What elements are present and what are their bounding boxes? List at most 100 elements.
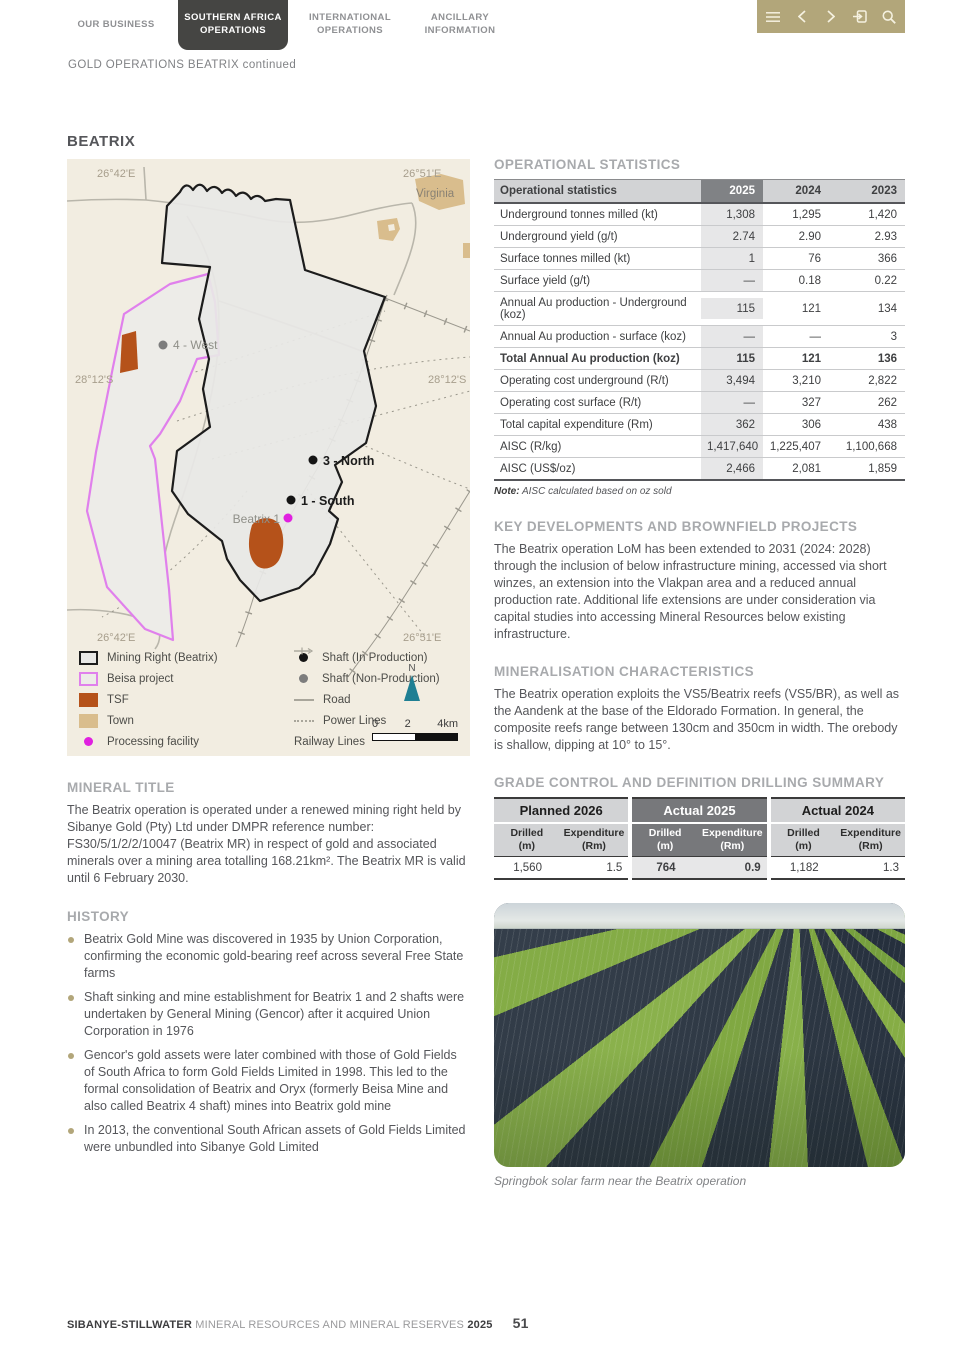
coord-top-right: 26°51'E	[403, 168, 441, 180]
beatrix-locality-map: 26°42'E 26°51'E 28°12'S 28°12'S 26°42'E …	[67, 159, 470, 756]
key-developments-heading: KEY DEVELOPMENTS AND BROWNFIELD PROJECTS	[494, 519, 858, 534]
footer-report-title: MINERAL RESOURCES AND MINERAL RESERVES	[192, 1319, 468, 1331]
scale-bar-graphic	[372, 733, 458, 741]
coord-bottom-right: 26°51'E	[403, 632, 441, 644]
left-column: BEATRIX	[67, 133, 470, 1163]
processing-facility-marker	[283, 513, 293, 523]
page-title: BEATRIX	[67, 133, 136, 150]
table-row: Underground tonnes milled (kt) 1,308 1,295…	[494, 204, 905, 226]
legend-item-railway-lines: Railway Lines	[294, 647, 440, 752]
legend-item-processing: Processing facility	[79, 731, 218, 752]
col-header-2023: 2023	[829, 180, 905, 202]
grade-control-group-actual-2025: Actual 2025 Drilled (m) Expenditure (Rm) 7…	[632, 797, 767, 881]
mineral-title-body: The Beatrix operation is operated under …	[67, 803, 466, 885]
table-row: Total capital expenditure (Rm) 362 306 438	[494, 414, 905, 436]
legend-column-symbols: Shaft (In Production) Shaft (Non-Product…	[294, 647, 440, 752]
breadcrumb: GOLD OPERATIONS BEATRIX continued	[68, 59, 297, 71]
exit-icon[interactable]	[853, 10, 867, 24]
shaft-nonproduction-dot	[299, 674, 308, 683]
grade-control-group-planned-2026: Planned 2026 Drilled (m) Expenditure (Rm) …	[494, 797, 629, 881]
history-item: Beatrix Gold Mine was discovered in 1935…	[67, 931, 470, 982]
mining-right-swatch	[79, 650, 98, 665]
photo-sky	[494, 903, 905, 930]
tab-international-operations[interactable]: INTERNATIONAL OPERATIONS	[308, 12, 392, 36]
tab-our-business[interactable]: OUR BUSINESS	[77, 18, 155, 30]
grade-control-heading: GRADE CONTROL AND DEFINITION DRILLING SU…	[494, 775, 885, 790]
history-heading: HISTORY	[67, 909, 130, 924]
town-label-virginia: Virginia	[416, 188, 455, 200]
table-row: Operating cost underground (R/t) 3,494 3,2…	[494, 370, 905, 392]
page-number: 51	[512, 1315, 529, 1331]
north-arrow: N	[404, 663, 420, 701]
map-mining-right-area	[160, 183, 387, 603]
table-row: Underground yield (g/t) 2.74 2.90 2.93	[494, 226, 905, 248]
history-list: Beatrix Gold Mine was discovered in 1935…	[67, 931, 470, 1156]
railway-line-swatch	[294, 647, 314, 655]
operational-statistics-table: Operational statistics 2025 2024 2023 Un…	[494, 179, 905, 481]
north-arrow-icon	[404, 675, 420, 701]
shaft-1-south-label: 1 - South	[301, 494, 354, 508]
grade-control-group-actual-2024: Actual 2024 Drilled (m) Expenditure (Rm) 1…	[770, 797, 905, 881]
map-town-areas	[377, 174, 470, 258]
table-row: AISC (R/kg) 1,417,640 1,225,407 1,100,668	[494, 436, 905, 458]
tsf-swatch	[79, 692, 98, 707]
legend-item-town: Town	[79, 710, 218, 731]
map-legend: Mining Right (Beatrix) Beisa project TSF…	[79, 647, 460, 751]
grade-control-table: Planned 2026 Drilled (m) Expenditure (Rm) …	[494, 797, 905, 881]
mineralisation-heading: MINERALISATION CHARACTERISTICS	[494, 664, 754, 679]
scale-end: 4km	[437, 718, 458, 730]
key-developments-body: The Beatrix operation LoM has been exten…	[494, 542, 887, 641]
coord-mid-left: 28°12'S	[75, 374, 113, 386]
chevron-left-icon[interactable]	[795, 10, 809, 24]
mineral-title-heading: MINERAL TITLE	[67, 780, 175, 795]
search-icon[interactable]	[882, 9, 896, 24]
map-beisa-project-area	[85, 272, 221, 642]
shaft-production-dot	[299, 653, 308, 662]
scale-start: 0	[372, 718, 379, 730]
legend-column-areas: Mining Right (Beatrix) Beisa project TSF…	[79, 647, 218, 752]
north-label: N	[408, 663, 416, 674]
map-canvas: 26°42'E 26°51'E 28°12'S 28°12'S 26°42'E …	[67, 159, 470, 756]
coord-bottom-left: 26°42'E	[97, 632, 135, 644]
table-row: Operating cost surface (R/t) —327 262	[494, 392, 905, 414]
legend-item-road: Road	[294, 689, 440, 710]
scale-bar: 0 2 4km	[372, 718, 458, 741]
tab-ancillary-information[interactable]: ANCILLARY INFORMATION	[424, 12, 496, 36]
map-tsf-areas	[120, 331, 284, 569]
solar-panel-rows	[494, 903, 905, 1168]
legend-item-power-lines: Power Lines	[294, 710, 440, 731]
table-row: AISC (US$/oz) 2,466 2,081 1,859	[494, 458, 905, 479]
photo-caption: Springbok solar farm near the Beatrix op…	[494, 1174, 747, 1189]
processing-facility-label: Beatrix 1	[233, 512, 281, 526]
shaft-4-west-label: 4 - West	[173, 338, 218, 352]
menu-icon[interactable]	[766, 10, 780, 24]
right-column: OPERATIONAL STATISTICS Operational stati…	[494, 157, 905, 1188]
viewer-toolbar	[757, 0, 905, 33]
legend-item-beisa: Beisa project	[79, 668, 218, 689]
history-item: Gencor's gold assets were later combined…	[67, 1047, 470, 1115]
table-row: Annual Au production - Underground (koz)…	[494, 292, 905, 326]
springbok-solar-farm-photo	[494, 903, 905, 1168]
footer-brand: SIBANYE-STILLWATER	[67, 1319, 193, 1331]
chevron-right-icon[interactable]	[824, 10, 838, 24]
col-header-2024: 2024	[763, 180, 829, 202]
table-row: Surface yield (g/t) —0.18 0.22	[494, 270, 905, 292]
table-note: Note: AISC calculated based on oz sold	[494, 486, 672, 497]
footer-year: 2025	[467, 1319, 493, 1331]
processing-dot-swatch	[84, 737, 93, 746]
shaft-4-west-marker	[158, 340, 168, 350]
coord-top-left: 26°42'E	[97, 168, 135, 180]
town-swatch	[79, 713, 98, 728]
power-line-swatch	[294, 719, 314, 722]
map-markers	[158, 340, 318, 523]
history-item: Shaft sinking and mine establishment for…	[67, 989, 470, 1040]
scale-mid: 2	[404, 718, 411, 730]
table-row: Annual Au production - surface (koz) — —3	[494, 326, 905, 348]
col-header-2025: 2025	[701, 180, 763, 202]
beisa-swatch	[79, 671, 98, 686]
mineralisation-body: The Beatrix operation exploits the VS5/B…	[494, 687, 900, 752]
tab-southern-africa-operations[interactable]: SOUTHERN AFRICA OPERATIONS	[178, 0, 288, 50]
legend-item-shaft-production: Shaft (In Production)	[294, 647, 440, 668]
coord-mid-right: 28°12'S	[428, 374, 466, 386]
